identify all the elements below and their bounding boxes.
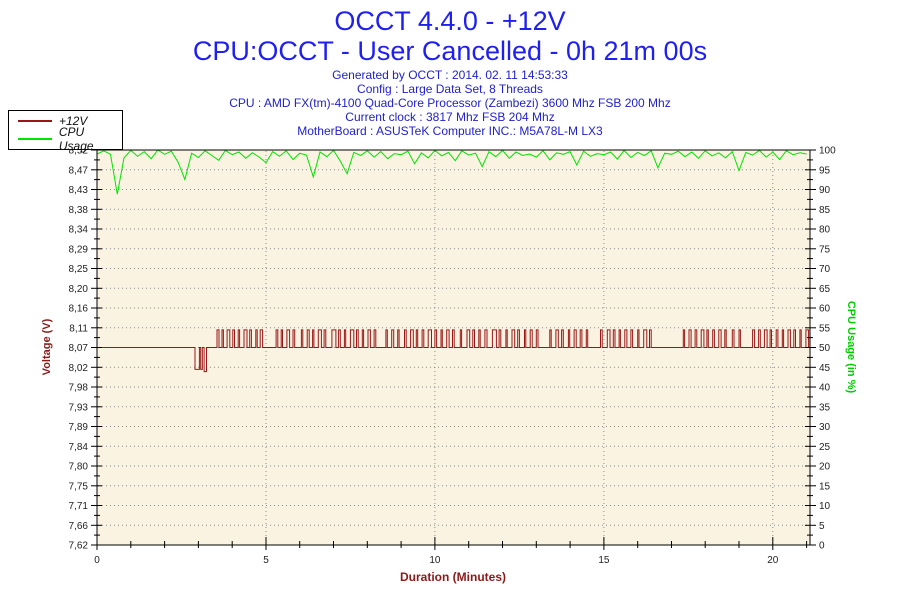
- voltage-line-swatch: [18, 120, 52, 122]
- left-tick-label: 8,38: [69, 205, 89, 216]
- right-tick-label: 35: [819, 402, 831, 413]
- x-tick-label: 5: [263, 555, 269, 566]
- right-tick-label: 45: [819, 363, 831, 374]
- right-tick-label: 90: [819, 185, 831, 196]
- left-tick-label: 7,98: [69, 383, 89, 394]
- left-tick-label: 8,02: [69, 363, 89, 374]
- left-tick-label: 7,89: [69, 422, 89, 433]
- left-tick-label: 8,43: [69, 185, 89, 196]
- left-tick-label: 8,11: [69, 323, 88, 334]
- left-tick-label: 7,75: [69, 481, 89, 492]
- x-tick-label: 20: [767, 555, 779, 566]
- left-tick-label: 7,66: [69, 521, 89, 532]
- right-tick-label: 20: [819, 462, 831, 473]
- page-title: OCCT 4.4.0 - +12V: [334, 6, 566, 36]
- left-axis-title: Voltage (V): [41, 318, 53, 376]
- left-tick-label: 8,29: [69, 244, 89, 255]
- left-tick-label: 8,20: [69, 284, 89, 295]
- right-tick-label: 65: [819, 284, 831, 295]
- right-tick-label: 80: [819, 225, 831, 236]
- info-line-config: Config : Large Data Set, 8 Threads: [357, 82, 543, 96]
- left-tick-label: 8,47: [69, 165, 89, 176]
- left-tick-label: 7,93: [69, 402, 89, 413]
- legend-item-12v: +12V: [9, 114, 122, 129]
- legend-label-cpu-usage: CPU Usage: [58, 125, 94, 153]
- right-tick-label: 0: [819, 541, 825, 552]
- cpu-usage-line-swatch: [18, 138, 52, 140]
- right-tick-label: 15: [819, 481, 831, 492]
- legend-item-cpu-usage: CPU Usage: [9, 125, 122, 153]
- x-tick-label: 0: [94, 555, 100, 566]
- right-tick-label: 60: [819, 304, 831, 315]
- left-tick-label: 8,52: [69, 146, 89, 157]
- left-tick-label: 7,62: [69, 541, 89, 552]
- right-tick-label: 50: [819, 343, 831, 354]
- legend-label-12v: +12V: [59, 114, 88, 128]
- right-tick-label: 40: [819, 383, 831, 394]
- left-tick-label: 8,07: [69, 343, 89, 354]
- left-tick-label: 8,34: [69, 225, 89, 236]
- x-axis-title: Duration (Minutes): [400, 570, 506, 584]
- right-tick-label: 100: [819, 146, 836, 157]
- right-tick-label: 30: [819, 422, 831, 433]
- page-subtitle: CPU:OCCT - User Cancelled - 0h 21m 00s: [192, 36, 708, 66]
- x-tick-label: 15: [598, 555, 610, 566]
- info-line-cpu: CPU : AMD FX(tm)-4100 Quad-Core Processo…: [229, 96, 671, 110]
- left-tick-label: 7,71: [69, 501, 89, 512]
- right-axis-title: CPU Usage (in %): [845, 300, 857, 394]
- right-tick-label: 25: [819, 442, 831, 453]
- right-tick-label: 85: [819, 205, 831, 216]
- right-tick-label: 75: [819, 244, 831, 255]
- left-tick-label: 8,16: [69, 304, 89, 315]
- info-line-generated: Generated by OCCT : 2014. 02. 11 14:53:3…: [332, 68, 568, 82]
- info-line-clock: Current clock : 3817 Mhz FSB 204 Mhz: [345, 110, 555, 124]
- right-tick-label: 55: [819, 323, 831, 334]
- left-tick-label: 7,80: [69, 462, 89, 473]
- voltage-line: [97, 329, 810, 373]
- right-tick-label: 95: [819, 165, 831, 176]
- left-tick-label: 8,25: [69, 264, 89, 275]
- right-tick-label: 70: [819, 264, 831, 275]
- cpu-usage-line: [96, 149, 807, 195]
- legend-box: +12V CPU Usage: [8, 110, 123, 153]
- right-tick-label: 5: [819, 521, 825, 532]
- left-tick-label: 7,84: [69, 442, 89, 453]
- right-tick-label: 10: [819, 501, 831, 512]
- x-tick-label: 10: [429, 555, 441, 566]
- info-line-motherboard: MotherBoard : ASUSTeK Computer INC.: M5A…: [297, 124, 603, 138]
